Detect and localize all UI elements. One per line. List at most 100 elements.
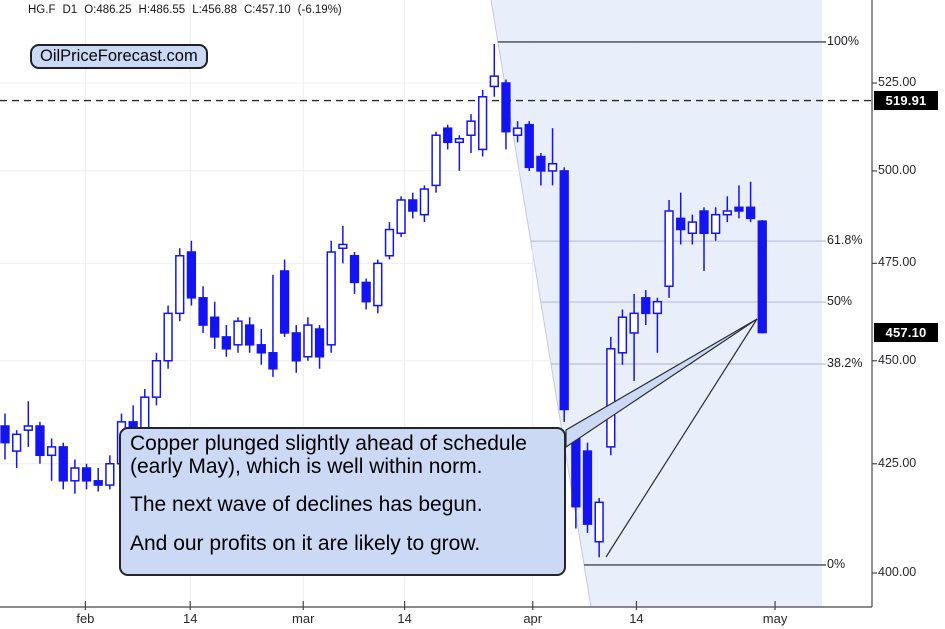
candle	[349, 255, 360, 284]
time-axis-label: may	[762, 611, 788, 626]
candle	[443, 127, 453, 144]
high-value: H:486.55	[138, 4, 186, 16]
annotation-bubble: Copper plunged slightly ahead of schedul…	[119, 427, 566, 576]
candle	[326, 251, 336, 346]
candle	[419, 188, 430, 216]
price-axis-label: 500.00	[878, 162, 917, 177]
candle	[536, 155, 546, 172]
candle	[314, 328, 325, 358]
fib-level-label: 61.8%	[827, 233, 863, 248]
price-badge: 519.91	[874, 90, 938, 110]
candle	[757, 220, 767, 334]
candle	[664, 210, 674, 287]
candle	[617, 316, 628, 354]
annotation-line: (early May), which is well within norm.	[130, 454, 483, 478]
timeframe-label: D1	[62, 4, 78, 16]
candle	[652, 300, 663, 315]
annotation-line: And our profits on it are likely to grow…	[130, 531, 481, 555]
candle	[233, 320, 243, 346]
candle	[35, 425, 45, 457]
candle	[151, 360, 162, 398]
price-axis-label: 425.00	[878, 455, 917, 470]
candle	[408, 199, 418, 212]
price-axis-label: 525.00	[878, 75, 917, 89]
time-axis-label: 14	[629, 611, 644, 626]
candle	[594, 501, 604, 543]
price-axis-label: 475.00	[878, 255, 917, 270]
candle	[687, 221, 698, 234]
candle	[512, 127, 523, 136]
pointer-line	[605, 318, 758, 558]
time-axis-label: feb	[76, 611, 95, 626]
candle	[210, 316, 220, 338]
candle	[245, 324, 255, 346]
candle	[641, 297, 651, 315]
low-value: L:456.88	[192, 4, 237, 16]
candle	[279, 270, 290, 334]
price-badge: 457.10	[874, 322, 938, 342]
close-value: C:457.10	[243, 4, 291, 16]
candle	[676, 217, 686, 231]
time-axis-label: apr	[523, 611, 543, 626]
candle	[582, 450, 593, 525]
candle	[722, 210, 732, 216]
candle	[12, 433, 22, 452]
candle	[70, 467, 80, 482]
candle	[256, 344, 266, 354]
candle	[501, 82, 511, 133]
candle	[175, 255, 185, 315]
price-axis-label: 400.00	[878, 565, 917, 579]
fib-level-label: 0%	[827, 556, 846, 571]
candle	[396, 199, 406, 234]
candle	[46, 446, 57, 457]
candle	[524, 123, 534, 169]
candle	[221, 336, 231, 350]
candle	[699, 210, 709, 234]
fib-level-label: 100%	[827, 33, 859, 48]
candle	[291, 332, 301, 362]
candle	[163, 312, 173, 362]
candle	[361, 281, 371, 303]
candle	[198, 297, 208, 326]
candle	[571, 437, 581, 508]
fib-level-label: 50%	[827, 294, 853, 309]
annotation-line: Copper plunged slightly ahead of schedul…	[130, 432, 527, 455]
candle	[466, 120, 476, 136]
candle	[384, 228, 395, 257]
time-axis-label: 14	[183, 611, 198, 626]
candle	[93, 480, 103, 486]
candle	[454, 138, 465, 144]
annotation-line: The next wave of declines has begun.	[130, 493, 483, 516]
symbol-label: HG.F	[28, 4, 56, 16]
candle	[629, 312, 639, 334]
watermark-link[interactable]: OilPriceForecast.com	[30, 44, 208, 69]
candle	[303, 324, 313, 358]
candle	[478, 96, 488, 151]
candle	[58, 446, 68, 482]
annotation-tail	[565, 318, 758, 449]
candle	[23, 425, 33, 431]
candle	[547, 162, 558, 172]
candle	[338, 243, 348, 249]
open-value: O:486.25	[84, 4, 132, 16]
time-axis-label: mar	[292, 611, 315, 626]
change-value: (-6.19%)	[297, 4, 342, 16]
candle	[268, 352, 278, 370]
candle	[711, 213, 721, 234]
candle	[745, 206, 756, 220]
candle	[81, 467, 92, 482]
fib-level-label: 38.2%	[827, 355, 863, 370]
candle	[0, 425, 10, 444]
candle	[606, 348, 616, 448]
time-axis-label: 14	[397, 611, 412, 626]
candle	[559, 170, 569, 411]
candle	[373, 262, 383, 307]
price-axis-label: 450.00	[878, 352, 917, 367]
candle	[489, 75, 499, 88]
candle	[734, 206, 744, 212]
candle	[431, 134, 441, 187]
candle	[186, 251, 197, 299]
ohlc-header: HG.F D1 O:486.25 H:486.55 L:456.88 C:457.10 (-…	[28, 4, 349, 16]
candle	[105, 463, 115, 486]
